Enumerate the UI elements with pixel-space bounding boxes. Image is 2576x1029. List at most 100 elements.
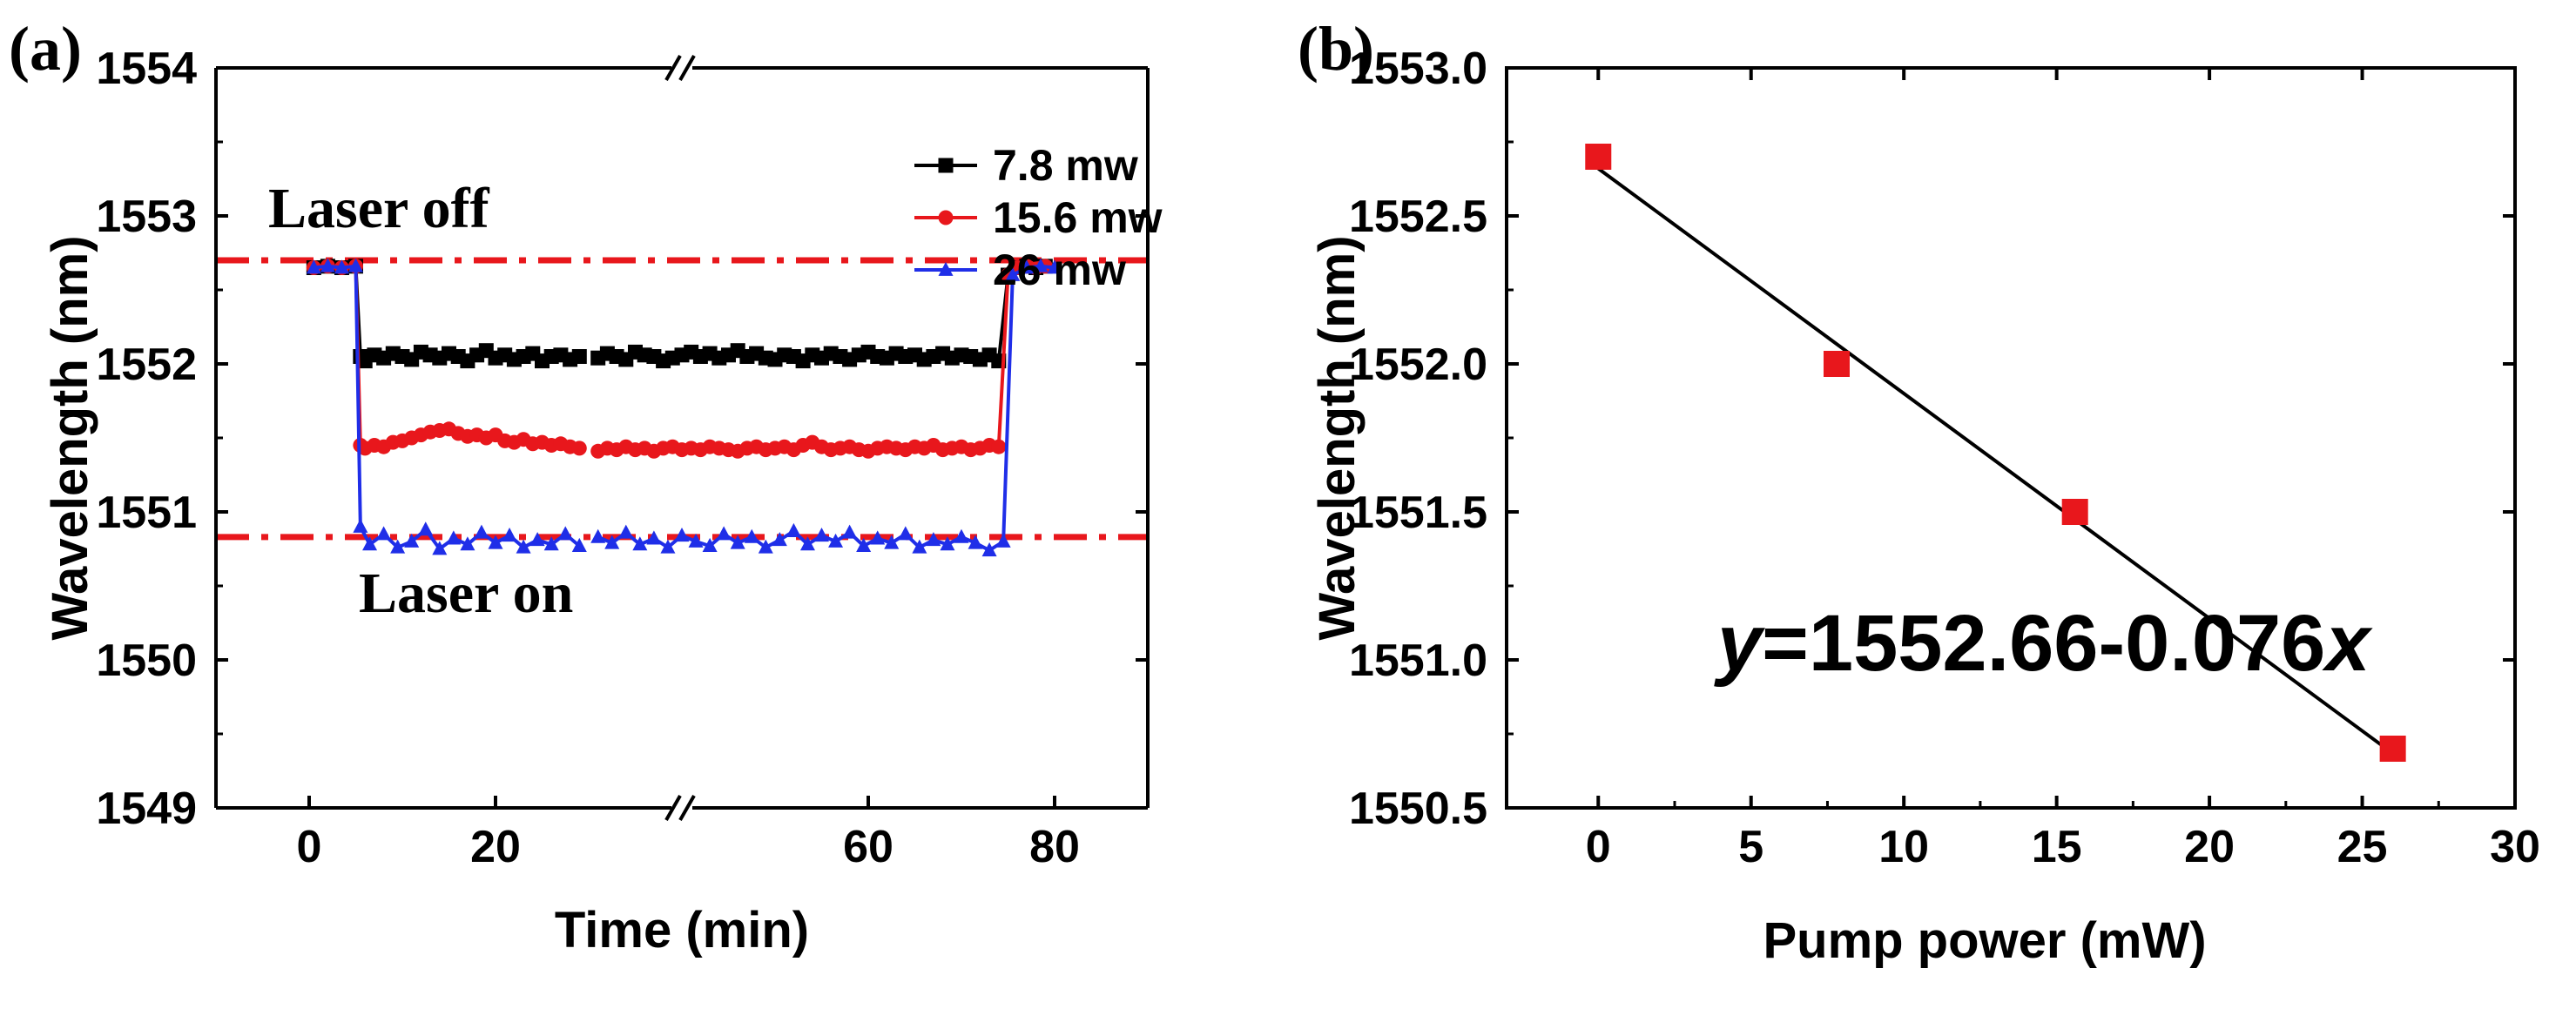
data-point bbox=[474, 524, 489, 539]
data-point bbox=[991, 439, 1007, 454]
x-tick-label: 20 bbox=[2184, 822, 2235, 872]
data-point bbox=[618, 524, 634, 539]
panel-b-ticks: 1550.5 1551.0 1551.5 1552.0 1552.5 1553.0 0 5 10… bbox=[1349, 44, 2540, 872]
data-point bbox=[2061, 499, 2088, 525]
panel-a-x-axis-title: Time (min) bbox=[555, 902, 809, 958]
plot-frame bbox=[1505, 66, 2517, 810]
data-point bbox=[772, 532, 787, 547]
equation-x-var: x bbox=[2321, 599, 2373, 688]
y-tick-label: 1550.5 bbox=[1349, 784, 1487, 834]
y-tick-label: 1551.5 bbox=[1349, 488, 1487, 538]
legend-marker bbox=[938, 261, 954, 276]
data-point bbox=[799, 536, 815, 551]
panel-b-axes bbox=[1505, 66, 2517, 810]
data-point bbox=[1585, 144, 1612, 170]
x-tick-label: 30 bbox=[2490, 822, 2540, 872]
panel-b-x-axis-title: Pump power (mW) bbox=[1763, 912, 2206, 969]
panel-a-y-axis-title: Wavelength (nm) bbox=[42, 235, 98, 640]
data-point bbox=[842, 524, 858, 539]
panel-b-y-axis-title: Wavelength (nm) bbox=[1309, 235, 1366, 640]
equation-body: =1552.66-0.076 bbox=[1762, 599, 2325, 688]
legend-entry-26-mw: 26 mw bbox=[993, 245, 1126, 294]
data-point bbox=[954, 528, 969, 543]
laser-on-label: Laser on bbox=[359, 562, 573, 625]
data-point bbox=[362, 536, 378, 551]
data-point bbox=[898, 526, 914, 541]
data-point bbox=[716, 526, 732, 541]
data-point bbox=[446, 530, 462, 545]
data-point bbox=[1033, 258, 1049, 272]
axis-break-mark bbox=[664, 795, 682, 821]
data-point bbox=[571, 349, 587, 364]
panel-b-data-points bbox=[1585, 144, 2406, 762]
y-tick-label: 1552.0 bbox=[1349, 340, 1487, 390]
x-tick-label: 15 bbox=[2032, 822, 2082, 872]
data-point bbox=[320, 258, 335, 272]
panel-b-chart: 1550.5 1551.0 1551.5 1552.0 1552.5 1553.0 0 5 10… bbox=[1309, 44, 2540, 969]
data-point bbox=[376, 526, 392, 541]
data-point bbox=[1823, 351, 1850, 377]
data-point bbox=[418, 521, 434, 536]
data-point bbox=[590, 528, 606, 543]
y-tick-label: 1550 bbox=[96, 636, 197, 686]
data-point bbox=[488, 535, 503, 549]
panel-b-fit-line bbox=[1597, 166, 2394, 756]
data-point bbox=[856, 537, 872, 552]
data-point bbox=[688, 533, 704, 548]
data-point bbox=[912, 539, 927, 554]
panel-a-chart: 1549 1550 1551 1552 1553 1554 0 20 60 80 Laser of… bbox=[42, 44, 1163, 958]
legend-markers bbox=[914, 158, 977, 276]
data-point bbox=[460, 536, 475, 551]
data-point bbox=[786, 522, 801, 537]
series-line-2-0 bbox=[314, 264, 581, 552]
data-point bbox=[432, 541, 448, 555]
x-tick-label: 5 bbox=[1738, 822, 1763, 872]
x-tick-label: 10 bbox=[1878, 822, 1929, 872]
data-point bbox=[516, 539, 531, 554]
data-point bbox=[1005, 266, 1021, 281]
x-tick-label: 60 bbox=[843, 822, 894, 872]
x-tick-label: 80 bbox=[1029, 822, 1080, 872]
fit-equation: y=1552.66-0.076x bbox=[1714, 599, 2373, 688]
data-point bbox=[632, 536, 648, 551]
data-point bbox=[646, 530, 662, 545]
data-point bbox=[334, 259, 349, 274]
panel-a-series bbox=[306, 258, 1062, 557]
data-point bbox=[730, 535, 745, 549]
x-tick-label: 0 bbox=[297, 822, 322, 872]
data-point bbox=[2379, 736, 2406, 762]
panel-a-ticks: 1549 1550 1551 1552 1553 1554 0 20 60 80 bbox=[96, 44, 1148, 872]
legend-marker bbox=[938, 158, 954, 173]
data-point bbox=[529, 532, 545, 547]
data-point bbox=[814, 528, 829, 542]
data-point bbox=[1047, 259, 1062, 274]
axis-break-mark bbox=[678, 795, 696, 821]
panel-a-label: (a) bbox=[9, 14, 82, 84]
legend-entry-7-8-mw: 7.8 mw bbox=[993, 141, 1138, 190]
y-tick-label: 1552 bbox=[96, 340, 197, 390]
data-point bbox=[557, 526, 573, 541]
x-tick-label: 25 bbox=[2337, 822, 2388, 872]
data-point bbox=[828, 533, 844, 548]
series-line-2-1 bbox=[597, 264, 1055, 553]
data-point bbox=[604, 535, 620, 549]
x-tick-label: 0 bbox=[1586, 822, 1611, 872]
panel-a-legend: 7.8 mw 15.6 mw 26 mw bbox=[914, 141, 1163, 294]
data-point bbox=[870, 530, 886, 545]
data-point bbox=[702, 537, 718, 552]
y-tick-label: 1554 bbox=[96, 44, 197, 94]
data-point bbox=[884, 535, 900, 549]
x-tick-label: 20 bbox=[470, 822, 521, 872]
data-point bbox=[306, 259, 321, 274]
y-tick-label: 1553.0 bbox=[1349, 44, 1487, 94]
data-point bbox=[571, 441, 587, 456]
data-point bbox=[674, 528, 690, 542]
data-point bbox=[543, 536, 559, 551]
y-tick-label: 1551.0 bbox=[1349, 636, 1487, 686]
data-point bbox=[981, 542, 997, 557]
axis-break-mark bbox=[678, 55, 696, 81]
data-point bbox=[926, 532, 941, 547]
data-point bbox=[390, 539, 406, 554]
data-point bbox=[404, 533, 420, 548]
